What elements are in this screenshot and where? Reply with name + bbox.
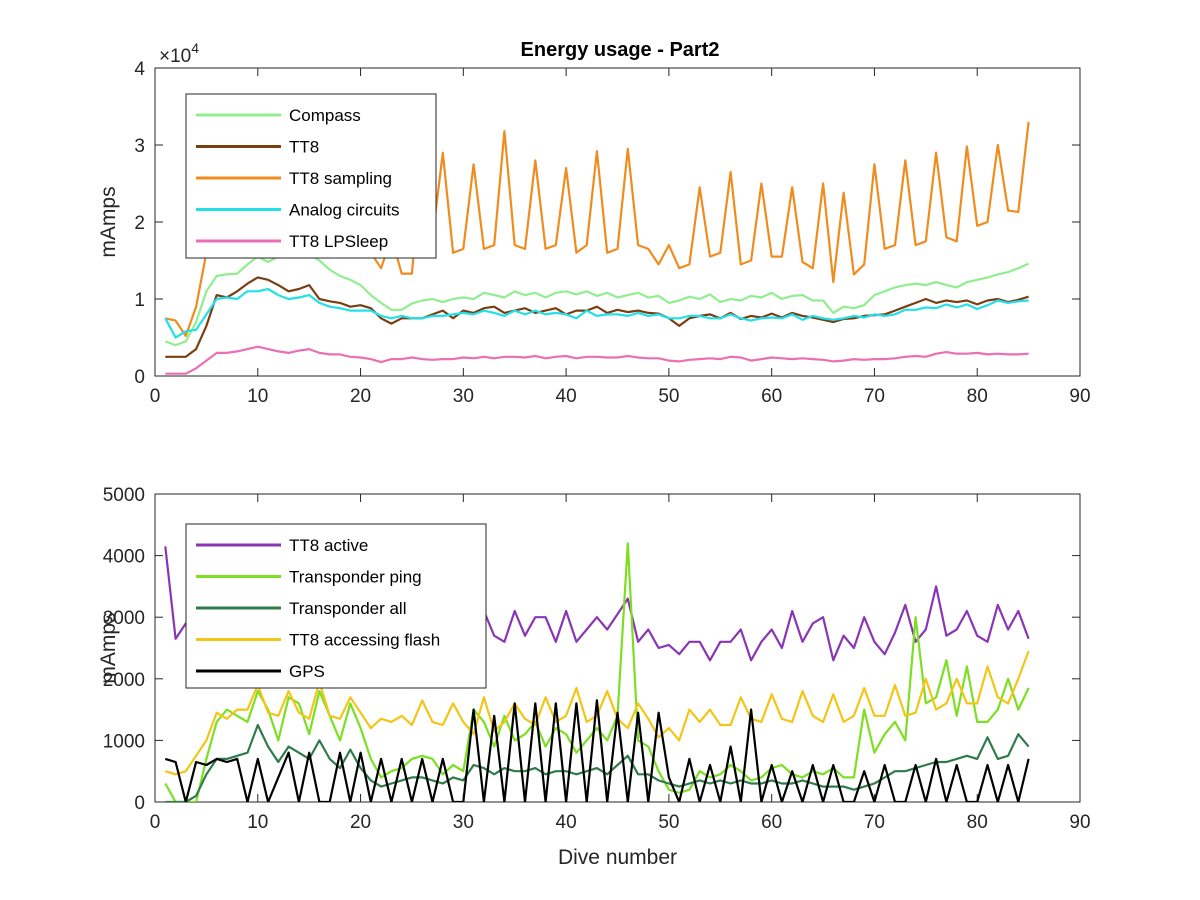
y-tick-label: 1000 [103,731,145,752]
legend-label: GPS [289,662,325,681]
y-axis-label: mAmps [97,186,120,257]
series-line-transponder-ping [164,542,1030,802]
x-tick-label: 0 [150,812,161,833]
legend: TT8 active Transponder ping Transponder al… [185,523,487,689]
x-tick-label: 0 [150,386,161,407]
legend-label: Transponder ping [289,568,422,587]
x-tick-label: 70 [864,812,885,833]
x-tick-label: 70 [864,386,885,407]
x-tick-label: 80 [967,812,988,833]
y-tick-label: 3 [134,136,145,157]
x-tick-label: 30 [453,812,474,833]
series-line-gps [164,699,1030,802]
x-tick-label: 60 [761,812,782,833]
x-tick-label: 60 [761,386,782,407]
y-axis-label: mAmps [97,612,120,683]
x-tick-label: 20 [350,812,371,833]
y-tick-label: 3000 [103,608,145,629]
y-exponent-power: 4 [191,40,199,56]
series-line-tt8-lpsleep [165,345,1029,375]
y-tick-label: 2 [134,213,145,234]
x-tick-label: 10 [247,386,268,407]
x-tick-label: 50 [658,386,679,407]
legend-label: Analog circuits [289,201,400,220]
y-tick-label: 0 [134,367,145,388]
legend-label: TT8 sampling [289,169,392,188]
legend-label: TT8 accessing flash [289,631,440,650]
x-tick-label: 80 [967,386,988,407]
chart-title: Energy usage - Part2 [521,39,720,61]
legend-label: TT8 [289,138,319,157]
legend-label: Compass [289,106,361,125]
top-energy-plot: 0 10 20 30 40 50 60 70 80 9001234×104mAmpsCompass… [97,40,1091,407]
legend-box [185,93,437,259]
y-tick-label: 0 [134,793,145,814]
y-tick-label: 5000 [103,485,145,506]
y-tick-label: 4 [134,59,145,80]
x-tick-label: 20 [350,386,371,407]
series-line-tt8-accessing-flash [164,650,1030,776]
x-axis-label: Dive number [558,846,677,869]
x-tick-label: 10 [247,812,268,833]
x-tick-label: 30 [453,386,474,407]
x-tick-label: 50 [658,812,679,833]
series-line-analog-circuits [164,287,1029,339]
legend-box [185,523,487,689]
legend-label: TT8 active [289,536,368,555]
series-line-tt8 [165,276,1029,358]
y-tick-label: 4000 [103,547,145,568]
y-tick-label: 2000 [103,670,145,691]
legend-label: TT8 LPSleep [289,232,388,251]
y-tick-label: 1 [134,290,145,311]
legend: Compass TT8 TT8 sampling Analog circuits TT8… [185,93,437,259]
x-tick-label: 40 [556,386,577,407]
x-tick-label: 90 [1069,386,1090,407]
bottom-energy-plot: 0 10 20 30 40 50 60 70 80 90 0 1000 2000 3000 4000 5000… [97,485,1091,869]
legend-label: Transponder all [289,599,407,618]
series-line-transponder-all [165,723,1030,802]
x-tick-label: 90 [1069,812,1090,833]
x-tick-label: 40 [556,812,577,833]
